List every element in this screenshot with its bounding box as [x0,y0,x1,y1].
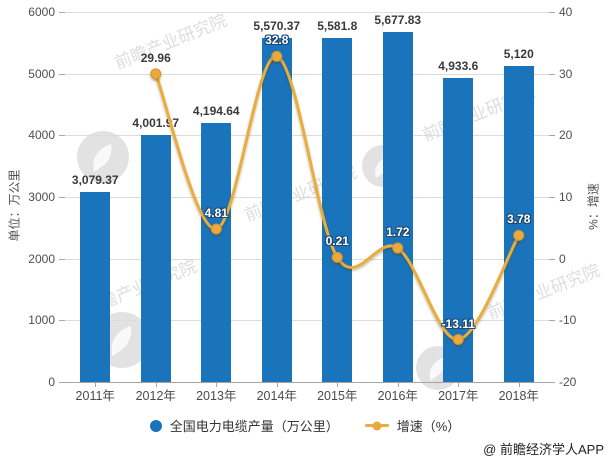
right-axis-tick-label: 30 [559,66,573,81]
right-axis-tick-label: 10 [559,190,573,204]
attribution: @ 前瞻经济学人APP [483,442,604,457]
y-axis-tick [549,73,555,75]
legend-label-bar-series: 全国电力电缆产量（万公里） [169,419,339,434]
gridline [65,73,549,75]
y-axis-tick [59,382,65,383]
line-value-label: 1.72 [386,225,410,240]
line-series-swatch-icon [364,421,389,430]
x-axis-tick [155,383,157,387]
x-axis-tick-label: 2018年 [498,389,539,403]
legend-item-line-series: 增速（%） [364,416,461,435]
left-axis-tick-label: 6000 [28,5,55,19]
y-axis-tick [549,258,555,260]
left-axis-tick-label: 4000 [28,128,55,143]
line-value-label: -13.11 [441,316,475,331]
bar [140,135,171,382]
y-axis-tick [59,320,65,322]
legend: 全国电力电缆产量（万公里） 增速（%） [0,416,610,435]
legend-label-line-series: 增速（%） [396,419,461,434]
bar-value-label: 5,570.37 [253,19,301,34]
left-axis-tick-label: 5000 [28,66,55,81]
bar-value-label: 4,194.64 [192,104,240,119]
y-axis-tick [59,197,65,198]
x-axis-tick [276,383,278,387]
right-axis-tick-label: -20 [559,375,577,389]
y-axis-tick [549,12,555,13]
y-axis-tick [59,73,65,75]
bar-value-label: 5,120 [503,47,534,62]
bar-series-swatch-icon [149,419,162,432]
bar [201,123,232,382]
left-axis-tick-label: 2000 [28,251,55,266]
gridline [65,135,549,137]
x-axis-tick [95,383,97,387]
bar [80,192,111,382]
bar [261,38,292,382]
x-axis-tick-label: 2016年 [377,389,418,403]
x-axis-tick-label: 2012年 [135,389,176,403]
gridline [65,258,549,260]
x-axis-tick [397,383,399,387]
y-axis-tick [59,135,65,137]
right-axis-tick-label: 0 [559,251,566,266]
bar [382,31,413,382]
right-axis-tick-label: 20 [559,128,573,143]
y-axis-tick [59,258,65,260]
x-axis-tick-label: 2017年 [438,389,479,403]
line-value-label: 29.96 [140,50,171,65]
line-value-label: 0.21 [325,234,349,249]
gridline [65,197,549,198]
right-axis-tick-label: 40 [559,5,573,19]
left-axis-tick-label: 0 [48,375,55,389]
line-value-label: 32.8 [265,33,289,48]
y-axis-tick [549,320,555,322]
line-value-label: 4.81 [204,206,228,220]
y-axis-tick [549,382,555,383]
x-axis-tick [518,383,520,387]
legend-item-bar-series: 全国电力电缆产量（万公里） [149,416,339,435]
right-axis-tick-label: -10 [559,313,577,328]
x-axis-tick [458,383,460,387]
gridline [65,382,549,383]
y-axis-tick [59,12,65,13]
bar [322,37,353,382]
x-axis-tick-label: 2015年 [317,389,358,403]
y-axis-tick [549,197,555,198]
line-value-label: 3.78 [507,212,531,227]
x-axis-tick-label: 2013年 [196,389,237,403]
x-axis-tick-label: 2014年 [256,389,297,403]
left-axis-tick-label: 3000 [28,190,55,204]
bar [443,77,474,382]
x-axis-tick [337,383,339,387]
left-axis-tick-label: 1000 [28,313,55,328]
bar-value-label: 3,079.37 [71,173,119,188]
x-axis-tick-label: 2011年 [75,389,115,403]
bar-value-label: 5,581.8 [317,18,358,33]
bar-value-label: 5,677.83 [374,12,422,27]
gridline [65,12,549,13]
x-axis-tick [216,383,218,387]
y-axis-tick [549,135,555,137]
